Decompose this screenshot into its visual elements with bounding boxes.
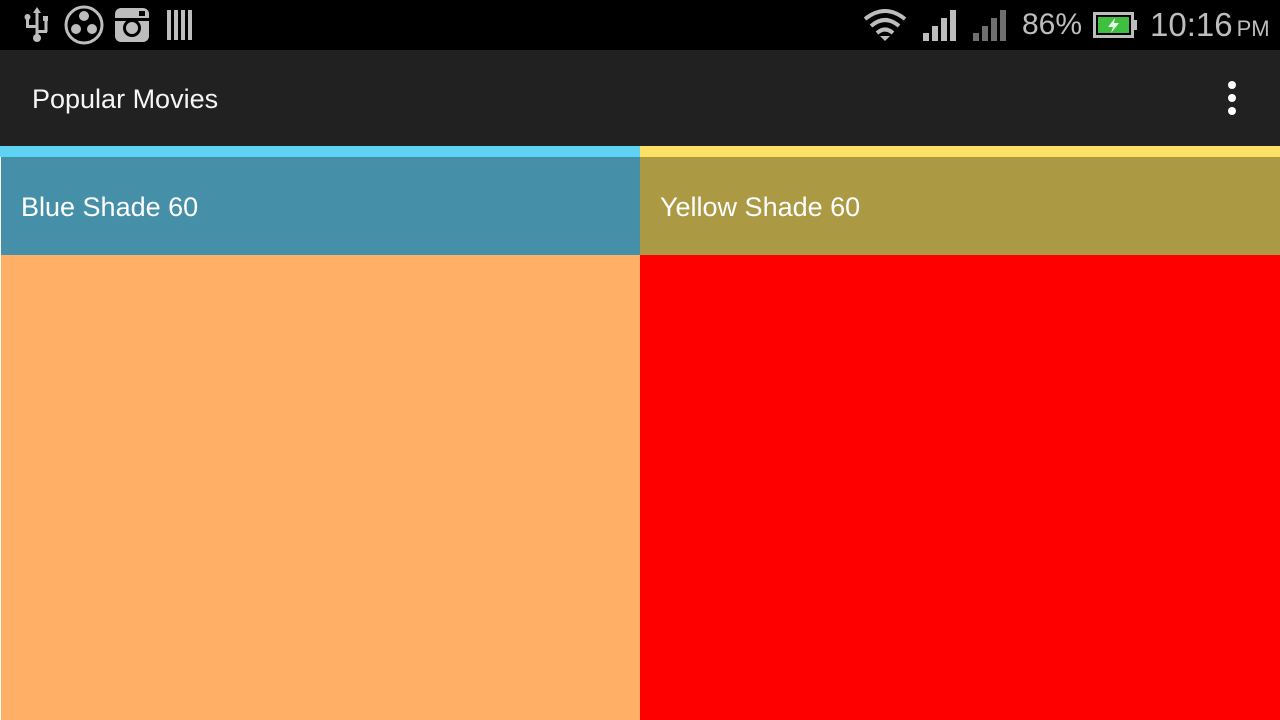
tile-poster[interactable] [640,255,1280,720]
battery-percent: 86% [1022,8,1083,41]
page-title: Popular Movies [32,84,219,114]
clock-time: 10:16 [1150,6,1233,43]
app-bar: Popular Movies [0,50,1280,146]
tile-header: Blue Shade 60 [1,157,640,255]
tile-accent-bar [640,146,1280,157]
tile-header: Yellow Shade 60 [640,157,1280,255]
battery-charging-icon [1092,0,1140,50]
more-dot [1228,107,1236,115]
barcode-icon [164,0,196,50]
tile-accent-bar [0,146,640,157]
more-dot [1228,94,1236,102]
app-circle-icon [63,0,105,50]
clock: 10:16 PM [1150,0,1270,50]
tile-label: Yellow Shade 60 [660,192,861,222]
clock-ampm: PM [1236,16,1270,41]
movie-grid: Blue Shade 60 Yellow Shade 60 [0,146,1280,720]
more-dot [1228,81,1236,89]
signal-icon [920,0,960,50]
signal-secondary-icon [970,0,1010,50]
usb-icon [22,0,52,50]
status-bar: 86% 10:16 PM [0,0,1280,50]
movie-tile-blue[interactable]: Blue Shade 60 [0,146,640,720]
instagram-icon [112,0,152,50]
wifi-icon [860,0,910,50]
more-vert-icon[interactable] [1208,74,1256,122]
tile-label: Blue Shade 60 [21,192,199,222]
movie-tile-yellow[interactable]: Yellow Shade 60 [640,146,1280,720]
tile-poster[interactable] [1,255,640,720]
